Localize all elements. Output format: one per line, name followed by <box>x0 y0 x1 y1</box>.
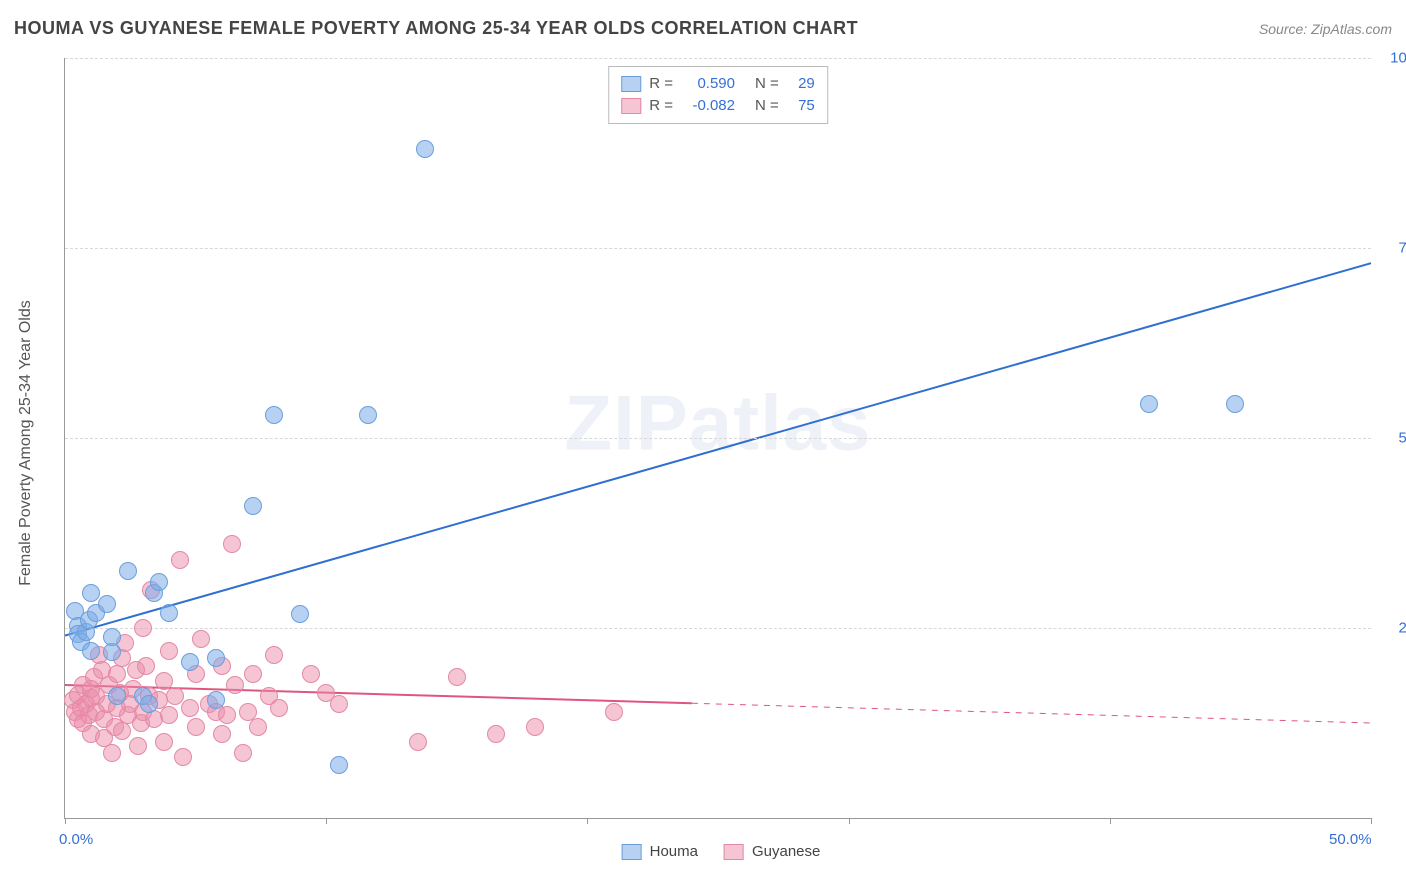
data-point <box>155 733 173 751</box>
data-point <box>249 718 267 736</box>
data-point <box>244 665 262 683</box>
n-label: N = <box>755 73 779 95</box>
r-value: 0.590 <box>681 73 735 95</box>
r-value: -0.082 <box>681 95 735 117</box>
x-tick <box>1371 818 1372 824</box>
data-point <box>160 706 178 724</box>
data-point <box>160 642 178 660</box>
data-point <box>140 695 158 713</box>
watermark: ZIPatlas <box>564 377 871 468</box>
data-point <box>207 649 225 667</box>
data-point <box>218 706 236 724</box>
data-point <box>234 744 252 762</box>
data-point <box>302 665 320 683</box>
data-point <box>270 699 288 717</box>
data-point <box>160 604 178 622</box>
x-tick <box>849 818 850 824</box>
gridline-h <box>65 628 1371 629</box>
data-point <box>291 605 309 623</box>
x-tick-label: 50.0% <box>1329 831 1372 848</box>
x-tick <box>1110 818 1111 824</box>
data-point <box>108 687 126 705</box>
data-point <box>226 676 244 694</box>
data-point <box>1226 395 1244 413</box>
data-point <box>137 657 155 675</box>
data-point <box>265 646 283 664</box>
data-point <box>181 699 199 717</box>
n-value: 29 <box>787 73 815 95</box>
data-point <box>409 733 427 751</box>
y-tick-label: 100.0% <box>1381 50 1406 67</box>
x-tick <box>326 818 327 824</box>
data-point <box>82 584 100 602</box>
data-point <box>119 562 137 580</box>
data-point <box>98 595 116 613</box>
gridline-h <box>65 248 1371 249</box>
gridline-h <box>65 438 1371 439</box>
data-point <box>265 406 283 424</box>
data-point <box>330 756 348 774</box>
data-point <box>526 718 544 736</box>
data-point <box>487 725 505 743</box>
data-point <box>244 497 262 515</box>
y-tick-label: 50.0% <box>1381 430 1406 447</box>
y-tick-label: 25.0% <box>1381 620 1406 637</box>
n-label: N = <box>755 95 779 117</box>
legend-row: R = 0.590 N = 29 <box>621 73 815 95</box>
chart-container: Female Poverty Among 25-34 Year Olds ZIP… <box>50 58 1392 828</box>
trend-line-dashed <box>692 703 1371 723</box>
data-point <box>605 703 623 721</box>
legend-swatch <box>621 98 641 114</box>
y-tick-label: 75.0% <box>1381 240 1406 257</box>
x-tick <box>587 818 588 824</box>
y-axis-label: Female Poverty Among 25-34 Year Olds <box>17 300 35 586</box>
data-point <box>166 687 184 705</box>
data-point <box>171 551 189 569</box>
legend-label: Houma <box>650 843 698 860</box>
legend-item: Houma <box>622 843 698 860</box>
series-legend: Houma Guyanese <box>622 843 821 860</box>
data-point <box>213 725 231 743</box>
legend-swatch <box>622 844 642 860</box>
data-point <box>181 653 199 671</box>
data-point <box>103 628 121 646</box>
legend-swatch <box>724 844 744 860</box>
x-tick-label: 0.0% <box>59 831 93 848</box>
data-point <box>192 630 210 648</box>
data-point <box>416 140 434 158</box>
legend-label: Guyanese <box>752 843 820 860</box>
gridline-h <box>65 58 1371 59</box>
data-point <box>134 619 152 637</box>
r-label: R = <box>649 73 673 95</box>
correlation-legend: R = 0.590 N = 29 R = -0.082 N = 75 <box>608 66 828 124</box>
n-value: 75 <box>787 95 815 117</box>
source-label: Source: ZipAtlas.com <box>1259 21 1392 37</box>
legend-item: Guyanese <box>724 843 820 860</box>
legend-swatch <box>621 76 641 92</box>
data-point <box>223 535 241 553</box>
legend-row: R = -0.082 N = 75 <box>621 95 815 117</box>
data-point <box>330 695 348 713</box>
data-point <box>359 406 377 424</box>
data-point <box>82 642 100 660</box>
data-point <box>150 573 168 591</box>
data-point <box>103 744 121 762</box>
chart-title: HOUMA VS GUYANESE FEMALE POVERTY AMONG 2… <box>14 18 858 39</box>
data-point <box>174 748 192 766</box>
data-point <box>187 718 205 736</box>
data-point <box>207 691 225 709</box>
plot-area: ZIPatlas R =0.590N =29R =-0.082N =75 25.… <box>64 58 1371 819</box>
r-label: R = <box>649 95 673 117</box>
data-point <box>129 737 147 755</box>
x-tick <box>65 818 66 824</box>
data-point <box>448 668 466 686</box>
data-point <box>1140 395 1158 413</box>
